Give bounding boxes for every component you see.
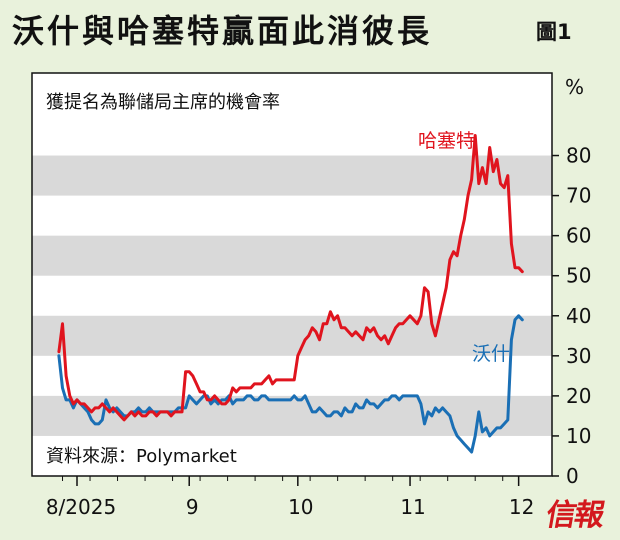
grid-band: [32, 395, 552, 436]
y-tick-label: 0: [566, 464, 579, 488]
y-tick-label: 30: [566, 344, 591, 368]
series-line-warsh: [57, 314, 524, 454]
x-tick-label: 10: [288, 495, 313, 519]
chart-title: 沃什與哈塞特贏面此消彼長: [12, 12, 433, 50]
y-tick-label: 80: [566, 144, 591, 168]
chart-subtitle: 獲提名為聯儲局主席的機會率: [46, 92, 280, 113]
x-tick-label: 8/2025: [46, 495, 116, 519]
y-tick-label: 60: [566, 224, 591, 248]
y-tick-label: 70: [566, 184, 591, 208]
publisher-logo: 信報: [543, 498, 606, 533]
y-tick-label: 10: [566, 424, 591, 448]
y-tick-label: 20: [566, 384, 591, 408]
series-line-hassett: [57, 134, 524, 422]
series-lines: [57, 134, 524, 454]
y-tick-label: 40: [566, 304, 591, 328]
y-axis-unit: %: [565, 75, 584, 99]
chart-source: 資料來源：Polymarket: [46, 446, 237, 467]
plot-border: [31, 72, 553, 477]
x-tick-label: 11: [400, 495, 425, 519]
x-tick-label: 9: [186, 495, 199, 519]
grid-band: [32, 235, 552, 276]
y-tick-label: 50: [566, 264, 591, 288]
grid-band: [32, 315, 552, 356]
y-axis: 0 10 20 30 40 50 60 70 80: [552, 144, 591, 488]
figure-label: 圖1: [536, 20, 572, 44]
grid-band: [32, 155, 552, 196]
x-tick-label: 12: [509, 495, 534, 519]
grid-bands: [32, 73, 552, 476]
x-axis: 8/2025 9 10 11 12: [46, 476, 534, 519]
plot-frame: [31, 72, 553, 477]
series-label-warsh: 沃什: [472, 343, 510, 365]
series-label-hassett: 哈塞特: [418, 130, 475, 152]
